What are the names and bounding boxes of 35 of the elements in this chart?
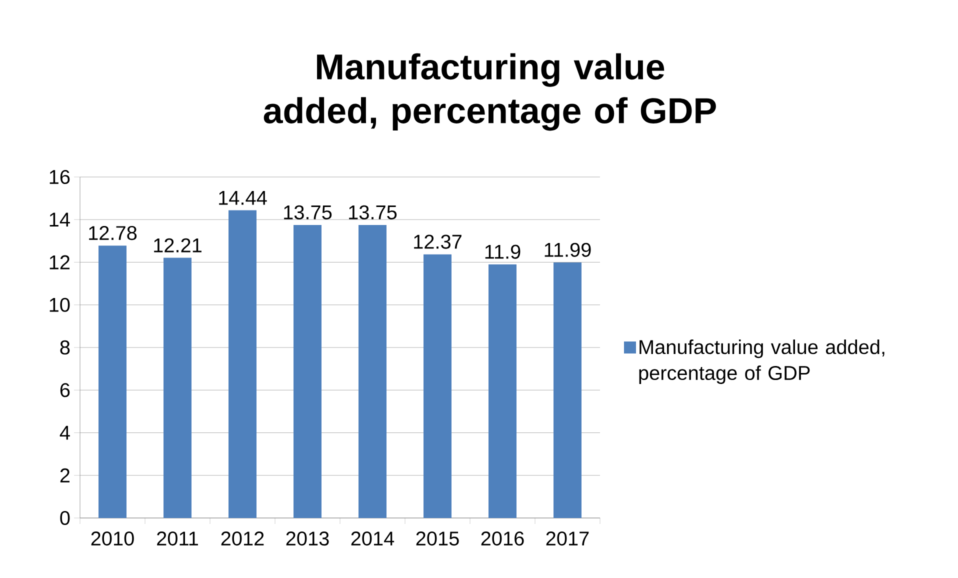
data-label: 11.9 [485, 244, 520, 259]
bar [98, 246, 127, 518]
y-tick-label: 6 [60, 383, 70, 398]
x-tick-label: 2014 [351, 532, 394, 546]
data-label: 12.21 [154, 238, 202, 252]
y-tick-label: 16 [50, 170, 70, 184]
bar [488, 264, 517, 518]
y-tick-label: 0 [60, 510, 70, 526]
bar [424, 254, 452, 518]
x-tick-label: 2011 [157, 532, 198, 546]
y-tick-label: 4 [60, 426, 70, 440]
bar [228, 210, 257, 518]
x-tick-label: 2012 [221, 532, 264, 546]
x-tick-label: 2015 [416, 532, 459, 546]
chart-title: Manufacturing value added, percentage of GDP [264, 53, 716, 131]
y-tick-label: 14 [50, 212, 70, 226]
data-label: 14.44 [219, 191, 267, 205]
y-tick-label: 8 [60, 340, 70, 355]
data-label: 13.75 [284, 205, 332, 220]
data-label: 11.99 [544, 242, 591, 257]
bar [358, 224, 387, 518]
x-tick-label: 2017 [546, 532, 589, 546]
data-label: 12.78 [89, 226, 137, 240]
y-tick-label: 12 [50, 255, 70, 270]
data-label: 13.75 [349, 205, 397, 220]
y-tick-label: 10 [50, 298, 70, 312]
x-tick-label: 2016 [481, 532, 524, 546]
x-tick-label: 2010 [91, 532, 134, 546]
y-tick-label: 2 [60, 468, 70, 482]
x-tick-label: 2013 [286, 532, 329, 546]
legend-label: Manufacturing value added, percentage of GDP [639, 340, 884, 384]
bar [294, 224, 322, 518]
bar [164, 258, 192, 518]
bar [554, 262, 582, 518]
data-label: 12.37 [414, 234, 462, 249]
